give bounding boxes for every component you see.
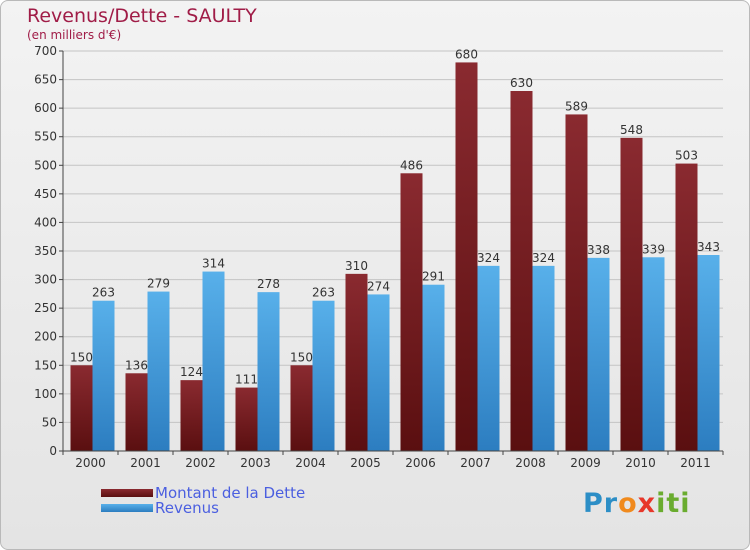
y-tick-label: 300	[34, 273, 57, 287]
bar-dette	[620, 137, 643, 451]
data-label-revenus: 314	[202, 257, 225, 271]
x-tick-label: 2004	[295, 456, 326, 470]
bar-revenus	[257, 292, 280, 451]
proxiti-logo: Proxiti	[583, 488, 691, 519]
data-label-revenus: 324	[532, 251, 555, 265]
bar-revenus	[532, 265, 555, 451]
bar-dette	[455, 62, 478, 452]
data-label-dette: 150	[290, 350, 313, 364]
x-tick-label: 2007	[460, 456, 491, 470]
bar-dette	[290, 365, 313, 451]
data-label-revenus: 324	[477, 251, 500, 265]
x-tick-label: 2002	[185, 456, 216, 470]
data-label-revenus: 338	[587, 243, 610, 257]
y-tick-label: 50	[42, 415, 57, 429]
bar-revenus	[642, 257, 665, 451]
data-label-dette: 503	[675, 149, 698, 163]
y-tick-label: 600	[34, 101, 57, 115]
legend-label-revenus: Revenus	[155, 499, 219, 517]
data-label-dette: 548	[620, 123, 643, 137]
y-tick-label: 400	[34, 215, 57, 229]
data-label-revenus: 291	[422, 270, 445, 284]
data-label-dette: 630	[510, 76, 533, 90]
bar-dette	[510, 91, 533, 451]
bar-dette	[180, 380, 203, 451]
bar-dette	[400, 173, 423, 452]
bar-dette	[235, 387, 258, 451]
bar-revenus	[147, 291, 170, 451]
bar-revenus	[202, 271, 225, 451]
data-label-dette: 136	[125, 358, 148, 372]
y-tick-label: 650	[34, 73, 57, 87]
data-label-revenus: 278	[257, 277, 280, 291]
bar-revenus	[312, 300, 335, 451]
data-label-dette: 310	[345, 259, 368, 273]
data-label-dette: 680	[455, 47, 478, 61]
data-label-revenus: 274	[367, 279, 390, 293]
legend-swatch-revenus	[101, 504, 153, 512]
y-tick-label: 0	[49, 444, 57, 458]
y-tick-label: 100	[34, 387, 57, 401]
bar-dette	[125, 373, 148, 451]
data-label-dette: 124	[180, 365, 203, 379]
bar-dette	[345, 273, 368, 451]
data-label-revenus: 343	[697, 240, 720, 254]
x-tick-label: 2001	[130, 456, 161, 470]
chart-subtitle: (en milliers d'€)	[27, 28, 122, 42]
bar-revenus	[477, 265, 500, 451]
x-tick-label: 2003	[240, 456, 271, 470]
y-tick-label: 150	[34, 358, 57, 372]
bar-revenus	[697, 255, 720, 451]
legend-swatch-dette	[101, 489, 153, 497]
bar-revenus	[92, 300, 115, 451]
y-tick-label: 550	[34, 130, 57, 144]
data-label-revenus: 263	[92, 286, 115, 300]
bar-dette	[675, 163, 698, 452]
bar-dette	[565, 114, 588, 451]
x-tick-label: 2010	[625, 456, 656, 470]
x-tick-label: 2009	[570, 456, 601, 470]
y-tick-label: 350	[34, 244, 57, 258]
x-tick-label: 2005	[350, 456, 381, 470]
bar-dette	[70, 365, 93, 451]
bar-revenus	[422, 284, 445, 451]
data-label-revenus: 279	[147, 277, 170, 291]
y-tick-label: 500	[34, 158, 57, 172]
chart-title: Revenus/Dette - SAULTY	[27, 5, 257, 27]
legend-label-dette: Montant de la Dette	[155, 484, 306, 502]
x-tick-label: 2011	[680, 456, 711, 470]
bar-revenus	[367, 294, 390, 451]
x-tick-label: 2008	[515, 456, 546, 470]
x-tick-label: 2000	[75, 456, 106, 470]
data-label-dette: 111	[235, 373, 258, 387]
x-tick-label: 2006	[405, 456, 436, 470]
bar-revenus	[587, 257, 610, 451]
data-label-revenus: 339	[642, 242, 665, 256]
data-label-dette: 486	[400, 158, 423, 172]
y-tick-label: 450	[34, 187, 57, 201]
y-tick-label: 700	[34, 44, 57, 58]
y-tick-label: 250	[34, 301, 57, 315]
data-label-revenus: 263	[312, 286, 335, 300]
y-tick-label: 200	[34, 330, 57, 344]
data-label-dette: 589	[565, 99, 588, 113]
data-label-dette: 150	[70, 350, 93, 364]
